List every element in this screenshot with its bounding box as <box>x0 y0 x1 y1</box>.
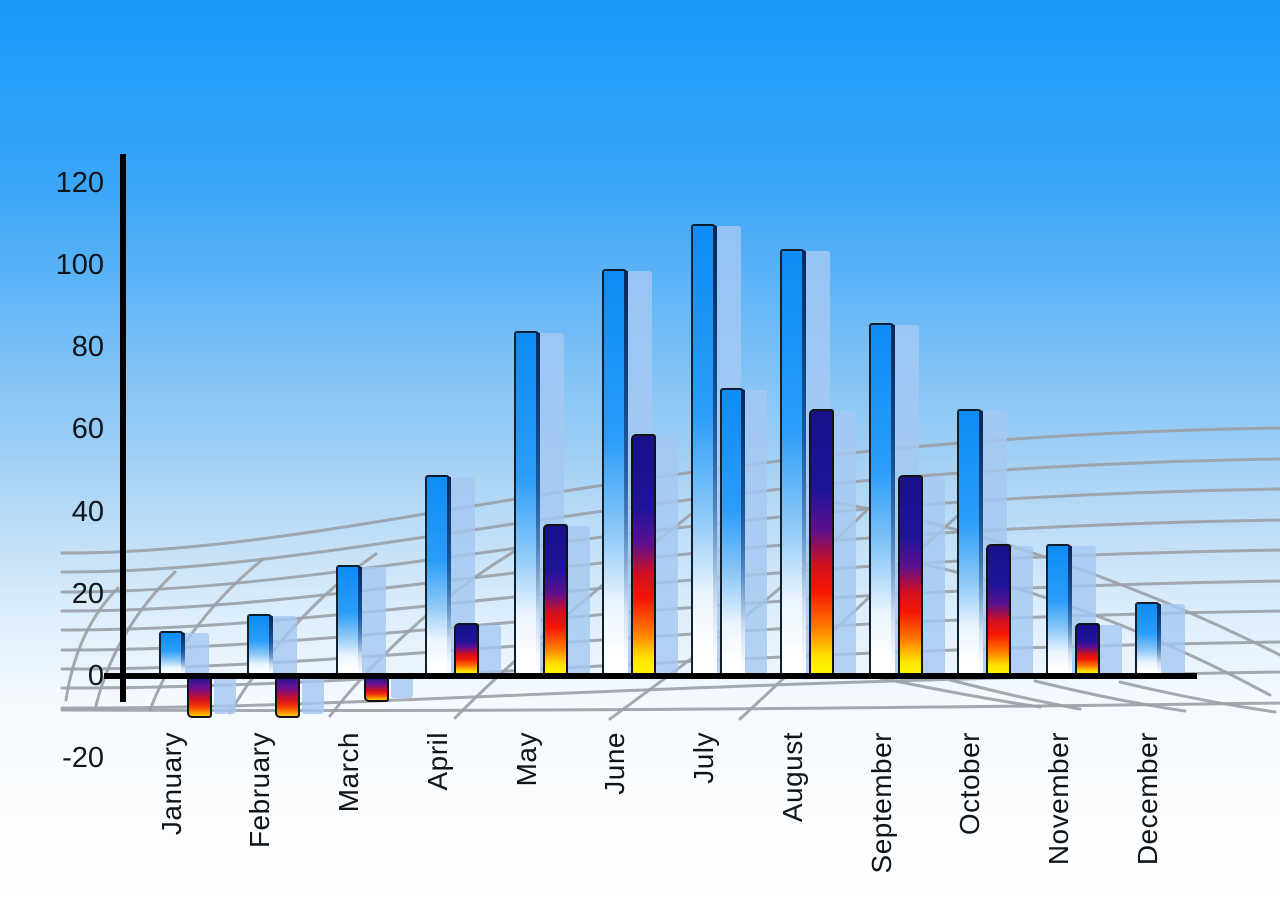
bar-july-secondary <box>720 388 746 675</box>
x-tick-label-march: March <box>333 732 365 813</box>
bar-shadow <box>567 525 590 675</box>
bar-march-primary <box>336 565 363 675</box>
y-tick-label: 0 <box>87 660 104 692</box>
y-tick-label: 40 <box>71 495 104 528</box>
grid-curve <box>878 676 1042 709</box>
x-tick-label-september: September <box>865 732 897 874</box>
bar-shadow <box>833 410 856 675</box>
bar-november-secondary <box>1075 622 1101 675</box>
x-tick-label-february: February <box>244 732 276 849</box>
bar-shadow <box>1100 624 1123 675</box>
y-tick-label: 100 <box>55 249 104 281</box>
grid-curve <box>64 586 120 702</box>
y-axis-line <box>120 154 126 702</box>
bar-july-primary <box>691 223 718 676</box>
y-tick-label: 20 <box>71 577 104 610</box>
grid-curve <box>1118 680 1277 714</box>
x-tick-label-august: August <box>776 732 808 823</box>
bar-january-primary <box>158 630 185 676</box>
x-tick-label-may: May <box>510 732 542 787</box>
bar-shadow <box>922 476 945 675</box>
bar-august-secondary <box>808 408 834 675</box>
y-tick-label: 60 <box>71 413 104 446</box>
bar-june-primary <box>602 269 629 675</box>
bar-november-primary <box>1046 544 1073 675</box>
grid-curve <box>328 546 522 718</box>
bar-february-primary <box>247 614 274 675</box>
x-axis-line <box>104 673 1197 679</box>
bar-shadow <box>362 567 387 675</box>
bar-shadow <box>1160 604 1185 675</box>
bar-august-primary <box>779 248 806 676</box>
x-tick-label-july: July <box>688 732 720 784</box>
y-tick-label: -20 <box>62 742 104 775</box>
grid-curve <box>60 701 1280 713</box>
bar-january-secondary <box>186 679 212 719</box>
bar-april-primary <box>424 474 451 676</box>
bar-shadow <box>213 679 236 715</box>
bar-shadow <box>656 435 679 675</box>
bar-shadow <box>273 616 298 675</box>
x-tick-label-november: November <box>1043 732 1075 866</box>
bar-may-secondary <box>542 523 568 675</box>
x-tick-label-january: January <box>155 732 187 836</box>
grid-curve <box>1033 679 1187 713</box>
y-tick-label: 80 <box>71 331 104 364</box>
bar-march-secondary <box>364 679 390 702</box>
y-tick-label: 120 <box>55 166 104 199</box>
bar-september-primary <box>868 322 895 676</box>
grid-curve <box>948 678 1082 711</box>
bar-october-secondary <box>986 544 1012 675</box>
bar-shadow <box>391 679 414 698</box>
bar-shadow <box>184 632 209 675</box>
x-tick-label-december: December <box>1131 732 1163 866</box>
bar-shadow <box>745 390 768 675</box>
bar-shadow <box>478 624 501 675</box>
bar-october-primary <box>957 408 984 676</box>
bar-shadow <box>302 679 325 715</box>
bar-may-primary <box>513 330 540 676</box>
bar-april-secondary <box>453 622 479 675</box>
bar-february-secondary <box>275 679 301 719</box>
bar-september-secondary <box>897 474 923 675</box>
x-tick-label-june: June <box>599 732 631 795</box>
bar-june-secondary <box>631 433 657 675</box>
x-tick-label-april: April <box>421 732 453 791</box>
bar-december-primary <box>1134 602 1161 675</box>
bar-shadow <box>1011 546 1034 675</box>
x-tick-label-october: October <box>954 732 986 836</box>
